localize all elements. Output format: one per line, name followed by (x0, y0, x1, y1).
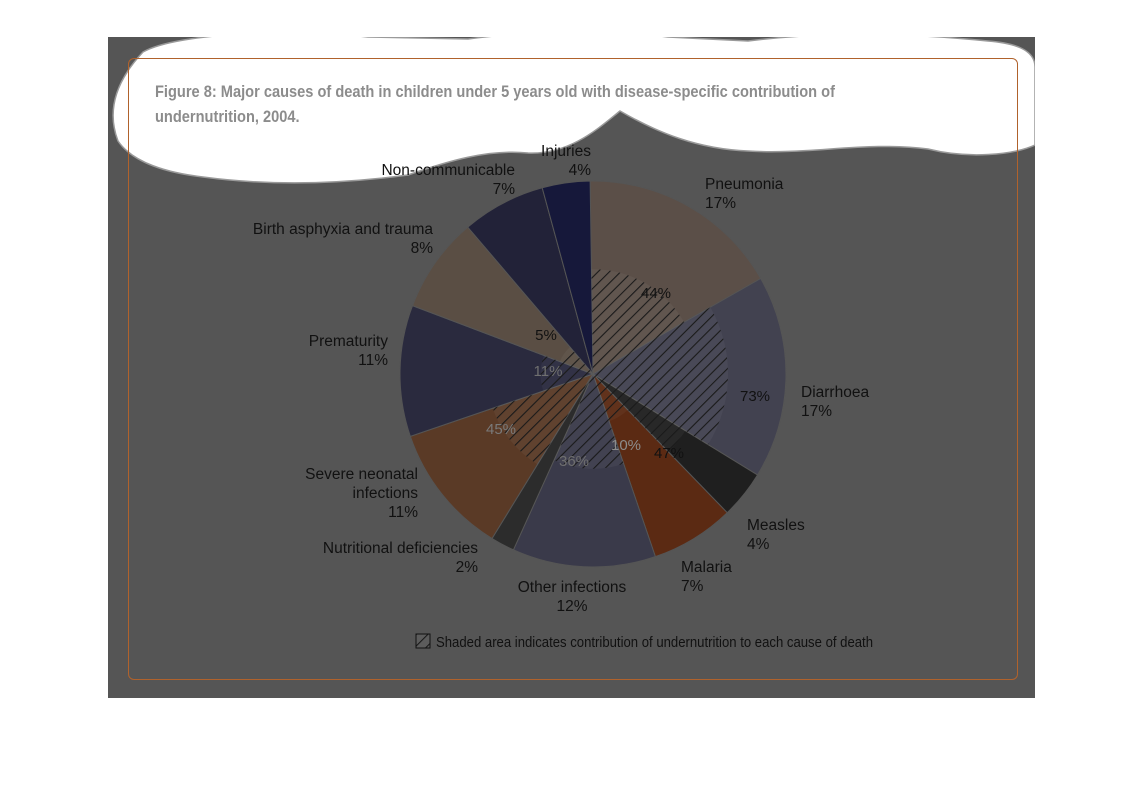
pie-chart: Pneumonia 17% 44% Diarrhoea 17% 73% Measles 4% 4… (253, 143, 873, 651)
legend: Shaded area indicates contribution of un… (415, 633, 873, 651)
label-measles: Measles (747, 517, 805, 534)
legend-text: Shaded area indicates contribution of un… (436, 634, 873, 651)
value-malaria: 7% (681, 578, 704, 595)
value-prematurity: 11% (358, 352, 388, 369)
undernutrition-area-pneumonia (591, 269, 685, 374)
undernutrition-area-malaria (593, 374, 628, 422)
undernutrition-area-diarrhoea (593, 307, 728, 445)
undernutrition-value-severe-neonatal-infections: 45% (486, 421, 516, 438)
value-non-communicable: 7% (493, 181, 516, 198)
undernutrition-area-measles (593, 374, 686, 452)
value-other-infections: 12% (556, 598, 587, 615)
undernutrition-value-prematurity: 11% (534, 363, 563, 380)
slice-birth-asphyxia-and-trauma (411, 226, 594, 375)
undernutrition-area-birth-asphyxia-and-trauma (559, 347, 593, 374)
value-severe-neonatal-infections: 11% (388, 504, 418, 521)
value-birth-asphyxia-and-trauma: 8% (411, 240, 434, 257)
undernutrition-area-prematurity (540, 355, 593, 391)
undernutrition-area-other-infections (553, 374, 624, 469)
label-injuries: Injuries (541, 143, 591, 160)
label-severe-neonatal-infections: Severe neonatal infections (305, 466, 418, 502)
slice-other-infections (512, 372, 657, 568)
undernutrition-value-measles: 47% (654, 445, 684, 462)
value-diarrhoea: 17% (801, 403, 832, 420)
paper-overlay (112, 37, 1035, 184)
undernutrition-value-birth-asphyxia-and-trauma: 5% (535, 327, 557, 344)
label-malaria: Malaria (681, 559, 732, 576)
label-diarrhoea: Diarrhoea (801, 384, 869, 401)
figure-title: Figure 8: Major causes of death in child… (155, 82, 835, 126)
label-prematurity: Prematurity (309, 333, 388, 350)
label-birth-asphyxia-and-trauma: Birth asphyxia and trauma (253, 221, 433, 238)
value-nutritional-deficiencies: 2% (456, 559, 479, 576)
value-pneumonia: 17% (705, 195, 736, 212)
label-pneumonia: Pneumonia (705, 176, 784, 193)
label-nutritional-deficiencies: Nutritional deficiencies (323, 540, 478, 557)
undernutrition-value-other-infections: 36% (559, 453, 589, 470)
legend-swatch (415, 633, 431, 649)
value-injuries: 4% (569, 162, 592, 179)
undernutrition-area-severe-neonatal-infections (492, 374, 593, 465)
figure-panel: Figure 8: Major causes of death in child… (108, 37, 1035, 698)
undernutrition-value-diarrhoea: 73% (740, 388, 770, 405)
label-non-communicable: Non-communicable (381, 162, 515, 179)
figure-frame (128, 58, 1018, 680)
undernutrition-value-malaria: 10% (611, 437, 641, 454)
label-other-infections: Other infections (518, 579, 627, 596)
undernutrition-value-pneumonia: 44% (641, 285, 671, 302)
value-measles: 4% (747, 536, 770, 553)
slice-injuries (541, 180, 594, 375)
slice-prematurity (399, 305, 595, 438)
